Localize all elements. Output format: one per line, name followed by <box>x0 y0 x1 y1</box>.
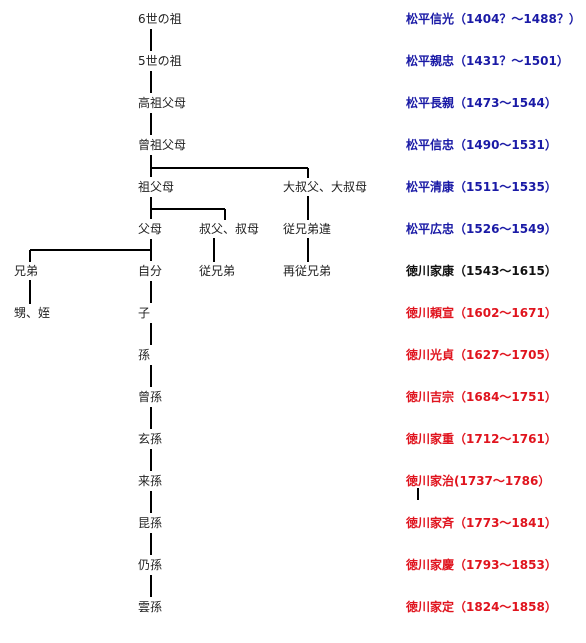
ancestor-entry: 松平清康（1511～1535） <box>406 180 557 194</box>
relation-jibun: 自分 <box>138 264 163 278</box>
ancestor-years: （1543～1615） <box>454 264 557 278</box>
ancestor-years: （1431？～1501） <box>454 54 569 68</box>
ancestor-years: （1473～1544） <box>454 96 557 110</box>
ancestor-years: （1490～1531） <box>454 138 557 152</box>
ancestor-entry: 徳川家定（1824～1858） <box>406 600 557 614</box>
relation-n5: 5世の祖 <box>138 54 182 68</box>
relation-itoko: 従兄弟 <box>199 264 236 278</box>
relation-kyodai: 兄弟 <box>14 264 39 278</box>
ancestor-entry: 徳川家康（1543～1615） <box>406 264 557 278</box>
relation-konson: 昆孫 <box>138 516 163 530</box>
ancestor-name: 徳川吉宗 <box>406 390 455 404</box>
relation-genson: 玄孫 <box>138 432 163 446</box>
relation-saiitoko: 再従兄弟 <box>283 264 332 278</box>
ancestor-entry: 松平信光（1404？～1488？） <box>406 12 581 26</box>
relation-so: 祖父母 <box>138 180 175 194</box>
relation-jouson: 仍孫 <box>138 558 163 572</box>
ancestor-name: 徳川光貞 <box>406 348 455 362</box>
ancestor-years: （1526～1549） <box>454 222 557 236</box>
relation-oi: 甥、姪 <box>14 306 51 320</box>
connector-lines <box>29 29 419 597</box>
ancestor-years: （1602～1671） <box>454 306 557 320</box>
relation-kouso: 高祖父母 <box>138 96 187 110</box>
ancestor-name: 松平広忠 <box>406 222 455 236</box>
ancestor-entry: 徳川家治(1737～1786） <box>406 474 550 488</box>
ancestor-name: 松平親忠 <box>406 54 455 68</box>
relation-unson: 雲孫 <box>138 600 163 614</box>
relation-mago: 孫 <box>138 348 151 362</box>
relation-ko: 子 <box>138 306 151 320</box>
relation-n6: 6世の祖 <box>138 12 182 26</box>
ancestor-name: 徳川家斉 <box>406 516 455 530</box>
relation-dai: 大叔父、大叔母 <box>283 180 368 194</box>
ancestor-entry: 松平親忠（1431？～1501） <box>406 54 569 68</box>
ancestor-years: （1773～1841） <box>454 516 557 530</box>
ancestor-name: 徳川家康 <box>406 264 455 278</box>
ancestor-entry: 松平広忠（1526～1549） <box>406 222 557 236</box>
relation-jukei: 従兄弟違 <box>283 222 332 236</box>
relation-himago: 曾孫 <box>138 390 163 404</box>
relation-oji: 叔父、叔母 <box>199 222 260 236</box>
ancestor-years: （1793～1853） <box>454 558 557 572</box>
ancestor-name: 徳川頼宣 <box>406 306 455 320</box>
relation-raison: 来孫 <box>138 474 163 488</box>
ancestor-entry: 徳川家慶（1793～1853） <box>406 558 557 572</box>
ancestor-entry: 徳川吉宗（1684～1751） <box>406 390 557 404</box>
ancestor-name: 徳川家慶 <box>406 558 455 572</box>
ancestor-years: （1404？～1488？） <box>454 12 581 26</box>
ancestor-name: 松平長親 <box>406 96 455 110</box>
ancestor-name: 徳川家治 <box>406 474 455 488</box>
ancestor-entry: 松平長親（1473～1544） <box>406 96 557 110</box>
ancestor-name: 徳川家重 <box>406 432 455 446</box>
ancestor-name: 松平清康 <box>406 180 455 194</box>
ancestor-entry: 徳川光貞（1627～1705） <box>406 348 557 362</box>
ancestor-entry: 松平信忠（1490～1531） <box>406 138 557 152</box>
ancestor-years: （1712～1761） <box>454 432 557 446</box>
ancestor-years: （1684～1751） <box>454 390 557 404</box>
relation-fubo: 父母 <box>138 222 163 236</box>
ancestor-years: （1511～1535） <box>454 180 557 194</box>
ancestor-name: 松平信忠 <box>406 138 455 152</box>
ancestor-years: (1737～1786） <box>454 474 551 488</box>
ancestor-name: 松平信光 <box>406 12 455 26</box>
ancestor-entry: 徳川頼宣（1602～1671） <box>406 306 557 320</box>
ancestor-name: 徳川家定 <box>406 600 455 614</box>
relation-sou: 曾祖父母 <box>138 138 187 152</box>
ancestor-entry: 徳川家斉（1773～1841） <box>406 516 557 530</box>
ancestor-years: （1824～1858） <box>454 600 557 614</box>
ancestor-years: （1627～1705） <box>454 348 557 362</box>
ancestor-entry: 徳川家重（1712～1761） <box>406 432 557 446</box>
